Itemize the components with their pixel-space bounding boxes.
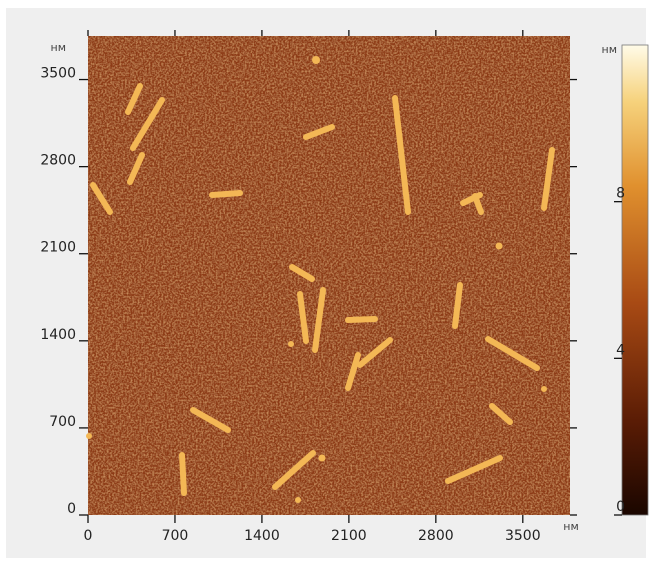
x-tick-label: 2800 xyxy=(418,528,454,544)
rod xyxy=(345,316,378,323)
y-unit: нм xyxy=(51,41,67,54)
rod xyxy=(345,352,361,391)
particle xyxy=(288,341,294,347)
afm-scan xyxy=(88,36,570,515)
y-tick-label: 1400 xyxy=(40,327,76,343)
rod xyxy=(130,97,165,151)
rod xyxy=(312,287,326,353)
y-tick-label: 700 xyxy=(49,414,76,430)
particle xyxy=(541,386,547,392)
rod xyxy=(472,193,484,215)
rod xyxy=(125,83,143,115)
rod xyxy=(392,95,411,215)
rod xyxy=(90,182,113,215)
colorbar xyxy=(621,44,649,516)
x-tick-label: 3500 xyxy=(505,528,541,544)
y-tick-label: 2800 xyxy=(40,153,76,169)
particle xyxy=(86,433,92,439)
colorbar-tick-label: 4 xyxy=(616,342,625,358)
rod xyxy=(209,190,243,198)
rod xyxy=(303,124,335,140)
rod xyxy=(127,152,145,185)
rod xyxy=(357,337,393,368)
particle xyxy=(495,242,503,250)
y-tick-label: 0 xyxy=(67,501,76,517)
x-unit: нм xyxy=(563,520,579,533)
x-tick-label: 1400 xyxy=(244,528,280,544)
rod xyxy=(445,455,503,484)
x-tick-label: 700 xyxy=(162,528,189,544)
colorbar-tick-label: 0 xyxy=(616,499,625,515)
particle xyxy=(295,497,301,503)
particle xyxy=(318,454,326,462)
colorbar-unit: нм xyxy=(602,43,618,56)
rod xyxy=(179,452,187,496)
x-tick-label: 0 xyxy=(84,528,93,544)
rod xyxy=(452,282,463,329)
rod xyxy=(190,407,231,433)
rod xyxy=(489,403,513,425)
nanorods xyxy=(86,56,555,503)
particle xyxy=(312,56,320,64)
rod xyxy=(272,450,316,490)
rod xyxy=(297,291,309,344)
colorbar-tick-label: 8 xyxy=(616,186,625,202)
rod xyxy=(289,264,315,282)
rod xyxy=(541,147,555,211)
x-tick-label: 2100 xyxy=(331,528,367,544)
y-tick-label: 2100 xyxy=(40,240,76,256)
rod xyxy=(485,336,540,371)
y-tick-label: 3500 xyxy=(40,66,76,82)
